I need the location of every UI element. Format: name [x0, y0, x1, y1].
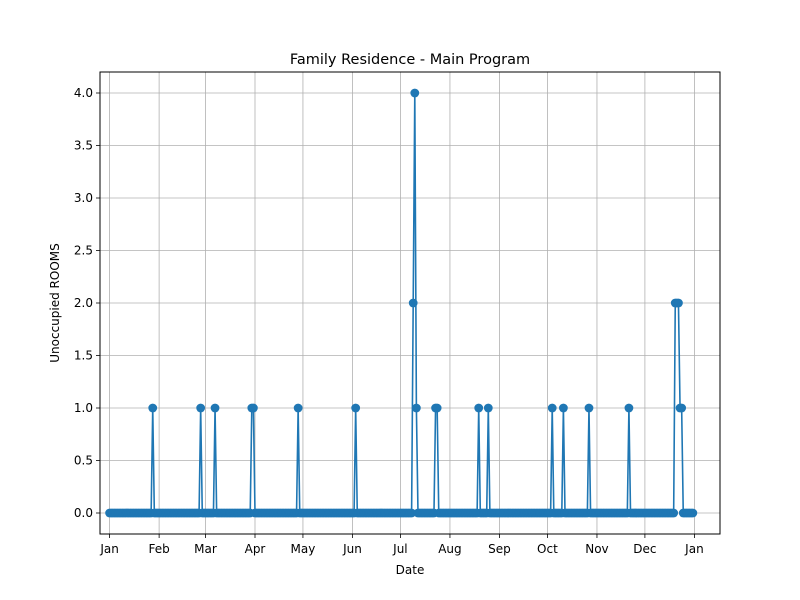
y-tick-label: 3.0 — [74, 191, 93, 205]
data-point — [688, 508, 698, 518]
x-tick-label: May — [291, 542, 316, 556]
data-point — [547, 403, 557, 413]
data-point — [196, 403, 206, 413]
x-tick-label: Oct — [537, 542, 558, 556]
x-tick-label: Jan — [684, 542, 704, 556]
data-point — [407, 508, 416, 518]
data-point — [148, 403, 158, 413]
data-point — [483, 403, 493, 413]
chart-title: Family Residence - Main Program — [290, 52, 530, 68]
x-tick-label: Dec — [633, 542, 656, 556]
x-tick-label: Sep — [488, 542, 511, 556]
x-tick-label: Feb — [148, 542, 169, 556]
data-point — [624, 403, 634, 413]
data-point — [474, 403, 484, 413]
y-tick-label: 1.0 — [74, 401, 93, 415]
y-tick-label: 0.0 — [74, 506, 93, 520]
y-axis-label: Unoccupied ROOMS — [48, 243, 62, 363]
y-tick-label: 0.5 — [74, 454, 93, 468]
y-tick-label: 4.0 — [74, 86, 93, 100]
series-points — [105, 88, 698, 518]
data-point — [669, 508, 679, 518]
x-tick-label: Nov — [585, 542, 608, 556]
data-point — [249, 403, 258, 413]
x-tick-label: Jun — [342, 542, 362, 556]
x-tick-label: Mar — [194, 542, 217, 556]
y-tick-label: 3.5 — [74, 139, 93, 153]
data-point — [584, 403, 594, 413]
data-point — [411, 403, 421, 413]
x-tick-label: Aug — [438, 542, 461, 556]
x-tick-label: Jul — [392, 542, 407, 556]
y-tick-label: 1.5 — [74, 349, 93, 363]
data-point — [677, 403, 687, 413]
data-point — [410, 88, 420, 98]
x-axis-label: Date — [396, 563, 425, 577]
y-axis-ticks: 0.0 0.5 1.0 1.5 2.0 2.5 3.0 3.5 4.0 — [74, 86, 100, 520]
y-tick-label: 2.0 — [74, 296, 93, 310]
data-point — [559, 403, 568, 413]
x-tick-label: Jan — [99, 542, 119, 556]
data-point — [210, 403, 220, 413]
data-point — [408, 298, 418, 308]
grid — [100, 72, 720, 534]
y-tick-label: 2.5 — [74, 244, 93, 258]
data-point — [674, 298, 683, 308]
data-point — [293, 403, 303, 413]
data-point — [432, 403, 442, 413]
data-point — [351, 403, 361, 413]
x-tick-label: Apr — [245, 542, 266, 556]
x-axis-ticks: Jan Feb Mar Apr May Jun Jul Aug Sep Oct Nov Dec Jan — [99, 534, 704, 556]
